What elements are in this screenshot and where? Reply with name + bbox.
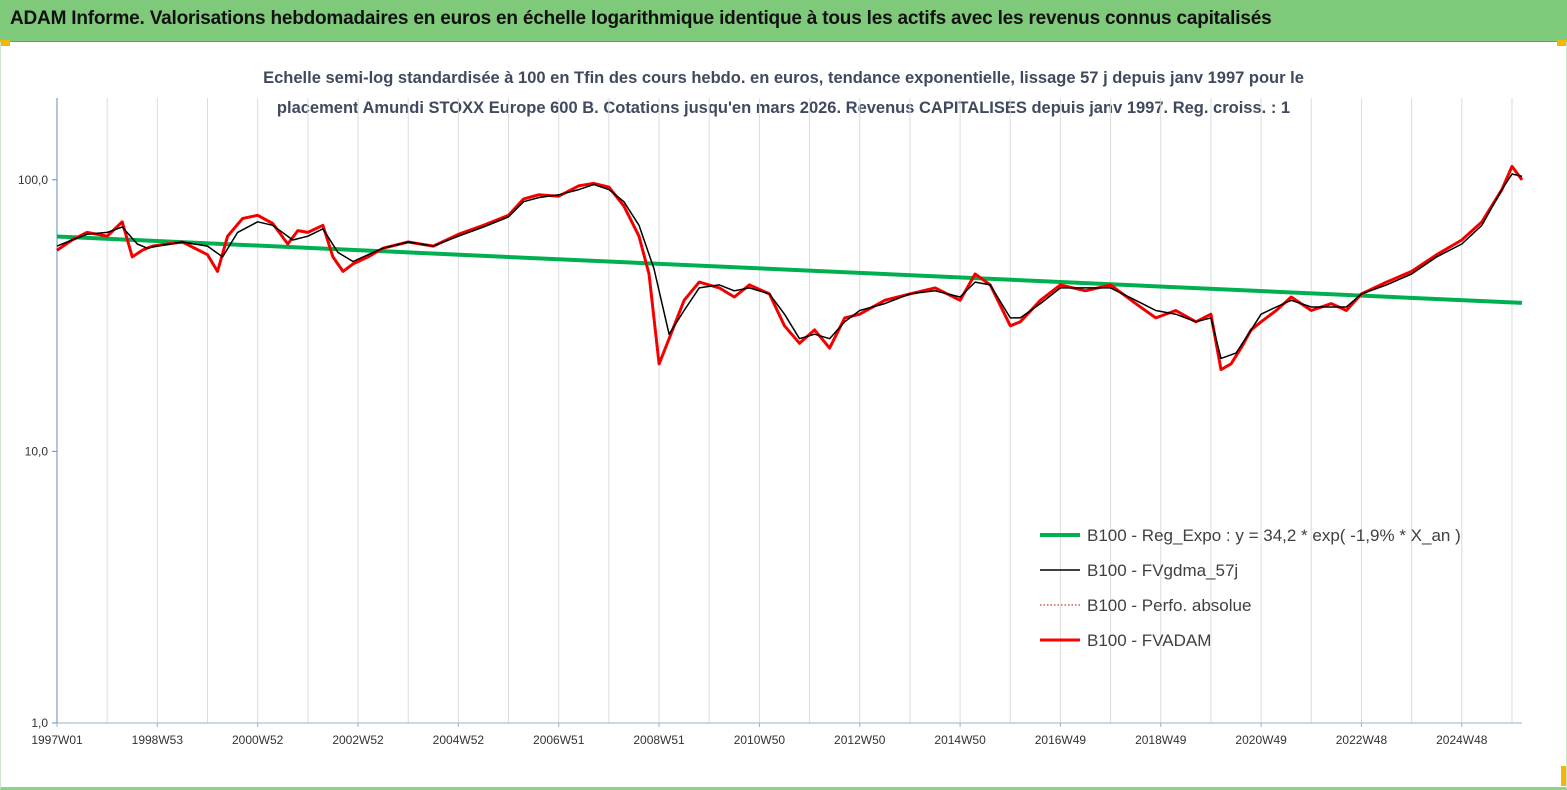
x-tick-label: 2018W49 [1135, 733, 1187, 747]
corner-marker-top-right [1557, 40, 1567, 46]
report-title: ADAM Informe. Valorisations hebdomadaire… [10, 8, 1272, 29]
report-banner: ADAM Informe. Valorisations hebdomadaire… [0, 0, 1567, 42]
perfo-absolue-line [56, 165, 1523, 371]
x-tick-label: 2004W52 [433, 733, 485, 747]
y-tick-label: 10,0 [25, 444, 49, 458]
x-tick-label: 2014W50 [934, 733, 986, 747]
corner-marker-top-left [0, 40, 10, 46]
x-tick-label: 1998W53 [132, 733, 184, 747]
vertical-gridlines [56, 98, 1513, 723]
chart-title-line-1: Echelle semi-log standardisée à 100 en T… [263, 69, 1304, 87]
reg-expo-line [56, 234, 1523, 305]
fvgdma-57j-line [56, 173, 1523, 360]
legend-label: B100 - Reg_Expo : y = 34,2 * exp( -1,9% … [1087, 526, 1461, 545]
x-tick-label: 2016W49 [1035, 733, 1087, 747]
x-tick-label: 1997W01 [31, 733, 83, 747]
x-tick-label: 2024W48 [1436, 733, 1488, 747]
chart-title-line-2: placement Amundi STOXX Europe 600 B. Cot… [276, 99, 1291, 117]
x-tick-label: 2010W50 [734, 733, 786, 747]
x-tick-label: 2006W51 [533, 733, 585, 747]
legend-label: B100 - FVADAM [1087, 631, 1211, 650]
x-tick-label: 2000W52 [232, 733, 284, 747]
x-tick-label: 2008W51 [633, 733, 685, 747]
x-tick-label: 2020W49 [1235, 733, 1287, 747]
legend-label: B100 - Perfo. absolue [1087, 596, 1251, 615]
chart-axes: 1,0 10,0 100,0 1997W01 1998W53 2000W52 2002W52… [18, 98, 1522, 747]
data-series [56, 164, 1524, 372]
legend: B100 - Reg_Expo : y = 34,2 * exp( -1,9% … [1040, 526, 1461, 650]
legend-label: B100 - FVgdma_57j [1087, 561, 1238, 580]
x-tick-label: 2002W52 [332, 733, 384, 747]
x-tick-label: 2022W48 [1336, 733, 1388, 747]
x-tick-label: 2012W50 [834, 733, 886, 747]
y-tick-label: 100,0 [18, 173, 48, 187]
corner-marker-bottom-right [1561, 766, 1567, 786]
y-tick-label: 1,0 [31, 716, 48, 730]
